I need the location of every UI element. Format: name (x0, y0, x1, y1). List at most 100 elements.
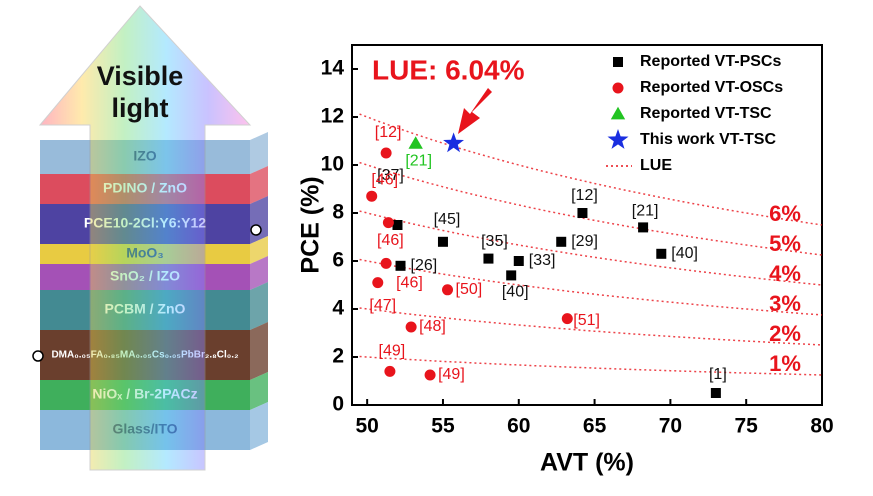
annotation: LUE: 6.04% (372, 54, 525, 85)
y-tick-label: 10 (321, 153, 344, 176)
point (577, 208, 588, 218)
x-tick-label: 65 (583, 415, 607, 438)
point-label: [37] (377, 167, 404, 184)
point-label: [51] (573, 312, 600, 329)
point-label: [49] (379, 343, 406, 360)
point (710, 388, 721, 398)
lue-curve (359, 307, 823, 346)
point-label: [33] (529, 252, 556, 269)
legend-label: Reported VT-TSC (640, 105, 772, 122)
lue-curve (359, 161, 823, 256)
chart: 50 55 60 65 70 75 80 0 2 4 6 8 10 12 14 AVT (%) PCE (%) 6… (297, 44, 834, 477)
point (372, 277, 384, 289)
y-axis-label: PCE (%) (297, 176, 325, 273)
lue-label: 6% (769, 201, 801, 226)
arrow-label: light (112, 93, 169, 123)
layer-side (250, 236, 268, 264)
point (506, 270, 517, 281)
point (405, 321, 417, 333)
layer-side (250, 372, 268, 410)
pointer-arrow (458, 88, 492, 134)
point-label: [49] (438, 366, 465, 383)
point (561, 313, 573, 325)
electrode-dot (32, 350, 44, 362)
point (392, 220, 403, 230)
point (437, 236, 448, 247)
point-label: [12] (571, 187, 598, 204)
point (395, 260, 406, 271)
point (556, 236, 567, 247)
point (443, 132, 464, 153)
lue-label: 1% (769, 351, 801, 376)
point-label: [46] (377, 232, 404, 249)
y-tick-label: 4 (332, 297, 344, 320)
point-label: [1] (709, 366, 727, 383)
x-tick-label: 50 (355, 415, 378, 438)
point-label: [21] (405, 153, 432, 170)
point-label: [47] (369, 297, 396, 314)
arrow-label: Visible (97, 61, 184, 91)
lue-label: 5% (769, 231, 801, 256)
point-label: [29] (571, 233, 598, 250)
x-tick-label: 70 (659, 415, 682, 438)
point (656, 248, 667, 259)
y-tick-label: 0 (332, 393, 344, 416)
point (382, 217, 394, 229)
x-axis-label: AVT (%) (540, 449, 634, 477)
electrode-dot (250, 224, 262, 236)
layer-side (250, 196, 268, 244)
lue-label: 2% (769, 321, 801, 346)
legend-label: Reported VT-PSCs (640, 53, 781, 70)
point-label: [35] (481, 233, 508, 250)
point-label: [48] (419, 318, 446, 335)
legend-label: LUE (640, 157, 672, 174)
y-tick-label: 12 (321, 105, 344, 128)
legend-marker (613, 57, 623, 67)
legend-marker (610, 106, 626, 120)
point (384, 365, 396, 377)
layer-side (250, 322, 268, 380)
point-label: [50] (456, 281, 483, 298)
layer-side (250, 166, 268, 204)
lue-curve (359, 113, 823, 226)
point-label: [12] (375, 124, 402, 141)
legend-marker (612, 82, 624, 94)
point-label: [26] (411, 257, 438, 274)
y-tick-label: 6 (332, 249, 344, 272)
legend-label: Reported VT-OSCs (640, 79, 783, 96)
point (408, 136, 423, 149)
lue-label: 4% (769, 261, 801, 286)
x-tick-label: 60 (507, 415, 530, 438)
point (638, 222, 649, 233)
point-label: [45] (434, 211, 461, 228)
plot-frame (351, 44, 823, 406)
layer-side (250, 282, 268, 330)
y-tick-label: 14 (321, 57, 345, 80)
point-label: [40] (671, 245, 698, 262)
x-tick-label: 80 (810, 415, 833, 438)
lue-curve (359, 355, 823, 376)
point (442, 284, 454, 296)
light-arrow (38, 5, 252, 471)
legend-marker (607, 129, 629, 149)
point (380, 147, 392, 159)
lue-curve (359, 210, 823, 286)
x-tick-label: 55 (431, 415, 455, 438)
point (424, 369, 436, 381)
lue-label: 3% (769, 291, 801, 316)
point-label: [46] (371, 171, 398, 188)
layer-side (250, 402, 268, 450)
layer-side (250, 256, 268, 290)
layer-side (250, 132, 268, 174)
point-label: [21] (632, 203, 659, 220)
y-tick-label: 8 (332, 201, 344, 224)
x-tick-label: 75 (735, 415, 759, 438)
point-label: [46] (396, 275, 423, 292)
point (513, 256, 524, 266)
point (483, 253, 494, 264)
legend-label: This work VT-TSC (640, 131, 776, 148)
point-label: [40] (502, 284, 529, 301)
point (366, 190, 378, 202)
point (380, 257, 392, 269)
